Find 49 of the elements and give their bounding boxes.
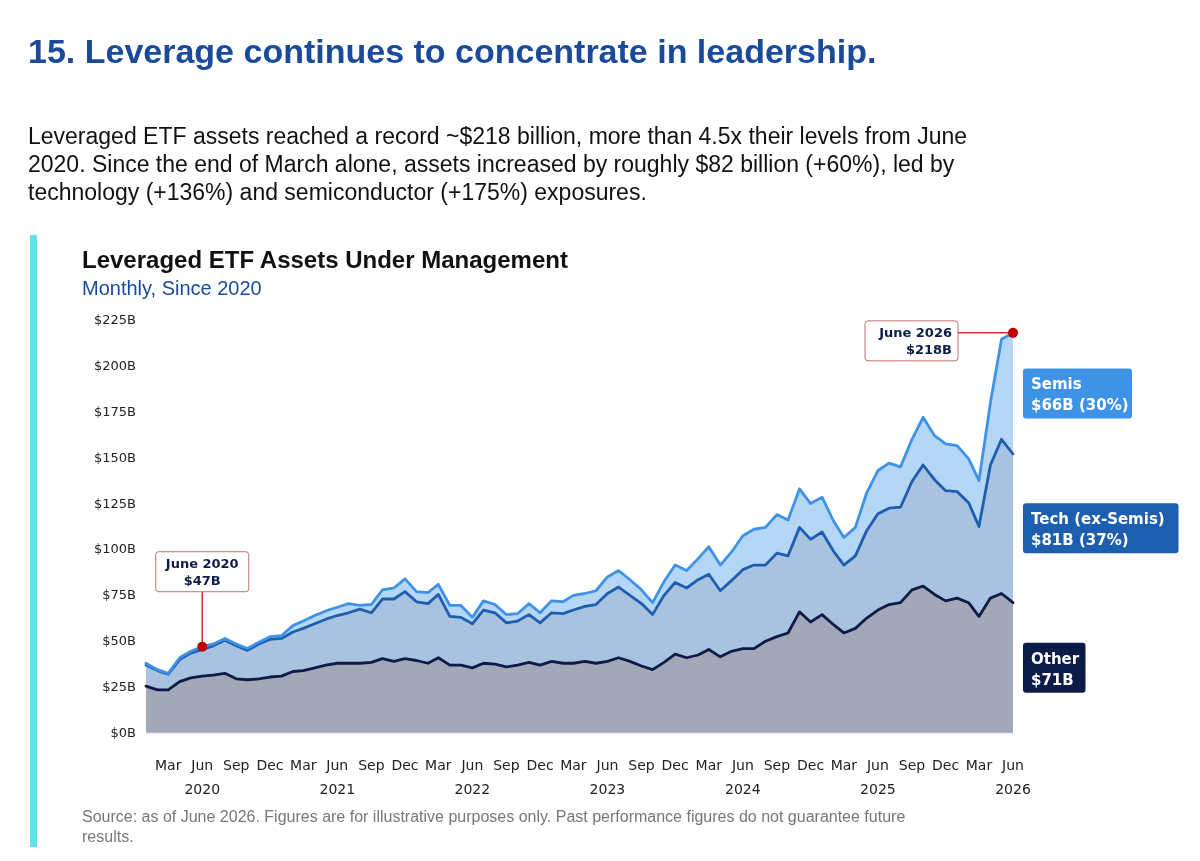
text: 15. Leverage continues to concentrate in leadership. <box>28 32 877 70</box>
y-tick-label: $125B <box>93 495 136 511</box>
x-tick-label: Dec <box>526 757 554 773</box>
annotation: June 2026 $218B <box>878 324 952 357</box>
x-tick-label: Mar <box>154 757 182 773</box>
y-tick-label: $50B <box>102 633 136 649</box>
x-tick-label: Sep <box>493 757 520 773</box>
x-tick-label: Sep <box>628 757 655 773</box>
x-tick-label: Sep <box>763 757 791 773</box>
x-tick-label: Mar <box>290 757 317 773</box>
y-tick-label: $100B <box>93 541 136 557</box>
x-tick-label: Dec <box>391 757 419 773</box>
x-tick-label: Jun 2026 <box>995 757 1031 797</box>
x-tick-label: Dec <box>797 757 825 773</box>
y-tick-label: $150B <box>93 449 136 465</box>
x-tick-label: Dec <box>256 757 284 773</box>
x-tick-label: Mar <box>695 757 723 773</box>
series-label: Semis <box>1031 375 1082 394</box>
y-tick-label: $225B <box>93 312 136 327</box>
x-tick-label: Mar <box>425 757 452 773</box>
source-note: Source: as of June 2026. Figures are for illustrative purposes only. Past performance figures do not guarantee future results. <box>82 808 906 845</box>
y-tick-label: $0B <box>110 725 136 740</box>
chart-subtitle: Monthly, Since 2020 <box>82 277 262 299</box>
x-tick-label: Mar <box>830 757 858 773</box>
x-tick-label: Mar <box>560 757 587 773</box>
x-tick-label: Jun 2024 <box>725 757 761 797</box>
x-tick-label: Dec <box>661 757 689 773</box>
y-tick-label: $25B <box>102 679 136 695</box>
x-tick-label: Jun 2023 <box>589 757 626 797</box>
text: $81B (37%) <box>1031 531 1129 550</box>
y-tick-label: $75B <box>102 587 136 603</box>
series-label: Other <box>1031 649 1080 668</box>
x-tick-label: Jun 2020 <box>184 757 221 797</box>
series-label: Tech (ex-Semis) <box>1031 510 1165 529</box>
text: $66B (30%) <box>1031 396 1129 415</box>
text: $71B <box>1031 670 1074 689</box>
x-tick-label: Jun 2025 <box>860 757 896 797</box>
x-tick-label: Mar <box>965 757 993 773</box>
text: Leveraged ETF assets reached a record ~$218 billion, more than 4.5x their levels from June 2020. Since the end of March alone, assets increased by roughly $82 billion (+60%), led by technology (+136%) and semiconductor (+175%) exposures. <box>28 123 968 205</box>
x-tick-label: Sep <box>358 757 385 773</box>
x-tick-label: Dec <box>932 757 960 773</box>
annotation: June 2020 $47B <box>164 555 239 588</box>
x-tick-label: Sep <box>898 757 926 773</box>
x-tick-label: Jun 2021 <box>319 757 356 797</box>
x-tick-label: Jun 2022 <box>454 757 491 797</box>
x-tick-label: Sep <box>223 757 250 773</box>
y-tick-label: $200B <box>93 357 136 373</box>
chart-title: Leveraged ETF Assets Under Management <box>82 246 568 273</box>
y-tick-label: $175B <box>93 403 136 419</box>
